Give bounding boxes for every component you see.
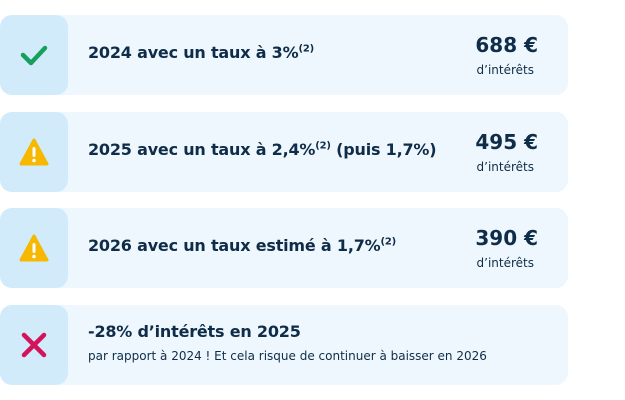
amount: 688 € — [475, 33, 538, 57]
icon-box — [0, 15, 68, 95]
warning-icon — [19, 138, 49, 166]
icon-box — [0, 112, 68, 192]
icon-box — [0, 305, 68, 385]
row-card: 2024 avec un taux à 3%(2) 688 € d’intérê… — [0, 15, 568, 95]
amount-label: d’intérêts — [476, 160, 534, 174]
note: (2) — [380, 236, 396, 248]
row-subtitle: par rapport à 2024 ! Et cela risque de c… — [88, 349, 487, 363]
warning-icon — [19, 234, 49, 262]
row-title: 2025 avec un taux à 2,4%(2) (puis 1,7%) — [88, 140, 437, 159]
amount: 495 € — [475, 130, 538, 154]
note: (2) — [298, 43, 314, 55]
row-card: 2026 avec un taux estimé à 1,7%(2) 390 €… — [0, 208, 568, 288]
amount-label: d’intérêts — [476, 63, 534, 77]
row-title: -28% d’intérêts en 2025 — [88, 322, 301, 341]
row-title: 2026 avec un taux estimé à 1,7%(2) — [88, 236, 396, 255]
title-text: 2025 avec un taux à 2,4% — [88, 140, 316, 159]
note: (2) — [315, 140, 331, 152]
title-text: 2026 avec un taux estimé à 1,7% — [88, 236, 381, 255]
amount-label: d’intérêts — [476, 256, 534, 270]
row-card: -28% d’intérêts en 2025 par rapport à 20… — [0, 305, 568, 385]
amount: 390 € — [475, 226, 538, 250]
icon-box — [0, 208, 68, 288]
row-card: 2025 avec un taux à 2,4%(2) (puis 1,7%) … — [0, 112, 568, 192]
row-title: 2024 avec un taux à 3%(2) — [88, 43, 314, 62]
cross-icon — [21, 332, 47, 358]
check-icon — [20, 45, 48, 66]
title-text: 2024 avec un taux à 3% — [88, 43, 299, 62]
title-suffix: (puis 1,7%) — [330, 140, 437, 159]
